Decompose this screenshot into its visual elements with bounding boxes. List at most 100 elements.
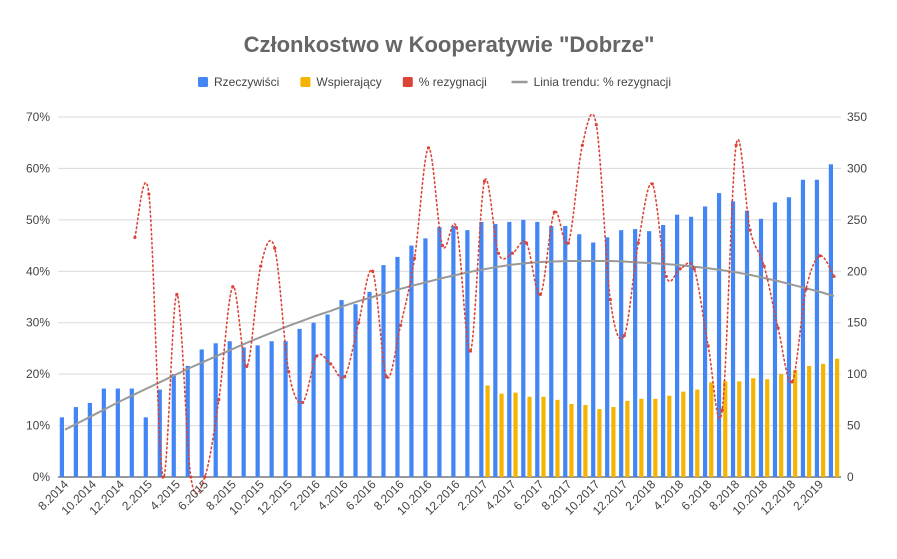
- point-rezygnacji: [370, 269, 375, 273]
- point-rezygnacji: [776, 326, 780, 330]
- left-axis-tick-label: 20%: [26, 367, 50, 381]
- bar-rzeczywisci: [465, 230, 470, 477]
- left-axis-tick-label: 70%: [26, 110, 50, 124]
- x-axis-tick-label: 6.2017: [511, 477, 547, 513]
- bar-wspierajacy: [835, 358, 840, 477]
- point-rezygnacji: [343, 375, 347, 379]
- point-rezygnacji: [189, 475, 193, 479]
- bar-rzeczywisci: [437, 227, 442, 477]
- point-rezygnacji: [706, 344, 710, 348]
- point-rezygnacji: [259, 264, 263, 268]
- legend-swatch-icon: [402, 77, 413, 87]
- point-rezygnacji: [245, 364, 249, 369]
- bar-rzeczywisci: [730, 201, 736, 478]
- point-rezygnacji: [636, 241, 640, 245]
- legend: Rzeczywiści Wspierający % rezygnacji Linia …: [198, 75, 671, 89]
- bar-rzeczywisci: [647, 231, 652, 477]
- right-axis-tick-label: 200: [847, 264, 867, 278]
- point-rezygnacji: [287, 369, 291, 374]
- point-rezygnacji: [426, 146, 431, 150]
- bar-rzeczywisci: [688, 216, 694, 477]
- bar-wspierajacy: [541, 396, 546, 477]
- point-rezygnacji: [608, 297, 612, 302]
- bar-rzeczywisci: [535, 221, 540, 477]
- point-rezygnacji: [818, 254, 822, 258]
- bar-wspierajacy: [485, 385, 490, 477]
- bar-rzeczywisci: [549, 226, 554, 477]
- bar-rzeczywisci: [521, 219, 526, 477]
- bar-rzeczywisci: [772, 202, 778, 477]
- point-rezygnacji: [678, 267, 682, 271]
- left-axis-tick-label: 0%: [33, 470, 51, 484]
- point-rezygnacji: [357, 321, 361, 325]
- bar-rzeczywisci: [241, 347, 246, 477]
- bar-rzeczywisci: [73, 407, 78, 477]
- bar-rzeczywisci: [185, 365, 190, 477]
- right-axis-tick-label: 0: [847, 470, 854, 484]
- point-rezygnacji: [552, 210, 556, 214]
- bar-rzeczywisci: [493, 223, 498, 477]
- bar-rzeczywisci: [661, 225, 666, 477]
- lines: [64, 113, 836, 495]
- point-rezygnacji: [566, 241, 570, 245]
- point-rezygnacji: [748, 228, 752, 232]
- point-rezygnacji: [664, 274, 668, 279]
- x-axis-tick-label: 6.2016: [343, 477, 379, 513]
- bar-rzeczywisci: [269, 341, 274, 477]
- trendline-rezygnacji: [64, 260, 835, 431]
- bar-rzeczywisci: [828, 164, 834, 478]
- bar-rzeczywisci: [115, 388, 120, 477]
- bar-wspierajacy: [569, 403, 574, 477]
- point-rezygnacji: [161, 475, 165, 479]
- bar-rzeczywisci: [619, 230, 624, 477]
- bar-wspierajacy: [527, 396, 532, 477]
- legend-label: % rezygnacji: [419, 75, 487, 89]
- bar-rzeczywisci: [143, 417, 148, 477]
- point-rezygnacji: [440, 243, 445, 248]
- point-rezygnacji: [273, 246, 277, 250]
- bar-wspierajacy: [513, 392, 518, 477]
- point-rezygnacji: [384, 375, 389, 379]
- legend-label: Wspierający: [316, 75, 381, 89]
- bar-wspierajacy: [681, 391, 686, 477]
- bar-wspierajacy: [793, 370, 798, 477]
- bar-wspierajacy: [611, 407, 616, 477]
- bar-rzeczywisci: [129, 388, 134, 477]
- bar-wspierajacy: [779, 374, 784, 477]
- point-rezygnacji: [203, 475, 207, 479]
- bar-wspierajacy: [625, 400, 630, 477]
- point-rezygnacji: [692, 267, 696, 271]
- point-rezygnacji: [790, 380, 794, 384]
- bar-rzeczywisci: [563, 226, 568, 477]
- legend-swatch-icon: [198, 77, 208, 87]
- bar-rzeczywisci: [605, 237, 610, 477]
- bar-wspierajacy: [737, 381, 742, 477]
- bar-rzeczywisci: [213, 343, 218, 477]
- bar-wspierajacy: [695, 389, 700, 477]
- point-rezygnacji: [147, 192, 151, 196]
- bar-rzeczywisci: [744, 210, 750, 477]
- bar-rzeczywisci: [395, 256, 400, 477]
- point-rezygnacji: [398, 323, 403, 327]
- point-rezygnacji: [231, 285, 235, 289]
- point-rezygnacji: [329, 362, 333, 366]
- bar-wspierajacy: [667, 395, 672, 477]
- bar-wspierajacy: [751, 378, 756, 477]
- x-axis-tick-label: 6.2018: [678, 477, 714, 513]
- point-rezygnacji: [315, 354, 319, 358]
- right-axis-tick-label: 150: [847, 316, 867, 330]
- chart-title: Członkostwo w Kooperatywie "Dobrze": [244, 32, 655, 57]
- left-axis: 0% 10% 20% 30% 40% 50% 60% 70%: [26, 110, 50, 484]
- bar-rzeczywisci: [507, 221, 512, 477]
- bar-rzeczywisci: [381, 265, 386, 477]
- bar-rzeczywisci: [577, 234, 582, 477]
- bar-rzeczywisci: [800, 179, 806, 477]
- bar-wspierajacy: [639, 398, 644, 477]
- bars: [59, 164, 840, 478]
- x-axis-tick-label: 4.2018: [650, 477, 686, 513]
- legend-label: Linia trendu: % rezygnacji: [534, 75, 671, 89]
- bar-rzeczywisci: [87, 402, 92, 477]
- point-rezygnacji: [650, 182, 654, 186]
- left-axis-tick-label: 30%: [26, 316, 50, 330]
